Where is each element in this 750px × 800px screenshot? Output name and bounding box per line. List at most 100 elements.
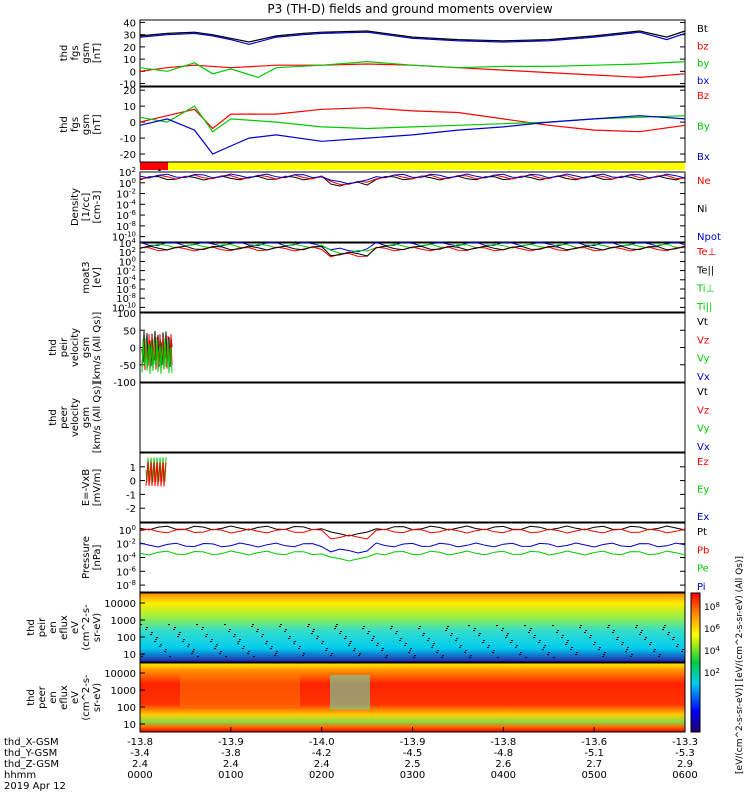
legend-Npot: Npot [697,232,721,243]
ylabel-line: (cm^2-s- [81,674,92,721]
ytick-label: 10 [123,102,136,113]
speckle [334,628,336,630]
legend-Ti||: Ti|| [696,302,712,313]
speckle [483,640,485,642]
speckle [460,645,462,647]
speckle [349,643,351,645]
speckle [160,644,162,646]
speckle [409,650,411,652]
xtick-label: -5.1 [584,748,604,759]
speckle [220,651,222,653]
ylabel-line: peer [37,685,48,709]
speckle [548,652,550,654]
ytick-label: 1 [130,463,136,474]
speckle [390,628,392,630]
ytick-label: 10 [123,720,136,731]
speckle [579,627,581,629]
speckle [641,630,643,632]
speckle [408,652,410,654]
speckle [482,642,484,644]
speckle [299,646,301,648]
figure-title: P3 (TH-D) fields and ground moments over… [267,2,552,16]
ytick-label: 0 [130,67,136,78]
speckle [322,641,324,643]
speckle [621,644,623,646]
trace [139,542,686,554]
speckle [242,648,244,650]
mode-bar [140,162,685,170]
speckle [456,638,458,640]
speckle [567,640,569,642]
xtick-label: -4.8 [494,748,514,759]
ytick-label: 10-8 [116,579,136,592]
speckle [335,626,337,628]
speckle [493,650,495,652]
speckle [640,632,642,634]
xtick-label: -13.9 [218,737,244,748]
speckle [182,641,184,643]
xtick-label: 2.4 [132,759,148,770]
speckle [174,627,176,629]
speckle [552,625,554,627]
series-bz [139,63,686,79]
ytick-label: 10 [123,55,136,66]
ytick-label: 100 [119,177,136,190]
speckle [473,630,475,632]
speckle [197,656,199,658]
ylabel-line: gsm [81,42,92,63]
speckle [589,637,591,639]
speckle [247,653,249,655]
xtick-label: -13.3 [672,737,698,748]
speckle [673,637,675,639]
legend-Ey: Ey [697,485,709,496]
speckle [359,653,361,655]
speckle [303,653,305,655]
speckle [413,657,415,659]
speckle [585,630,587,632]
speckle [177,636,179,638]
speckle [616,639,618,641]
colorbar-tick: 106 [704,623,720,635]
speckle [252,624,254,626]
speckle [376,645,378,647]
ylabel-line: gsm [81,337,92,358]
xtick-label: 0600 [672,770,697,781]
speckle [470,655,472,657]
ytick-label: -1 [126,490,136,501]
speckle [547,654,549,656]
ytick-label: -100 [113,378,136,389]
ylabel-line: [cm-3] [92,190,103,223]
xtick-label: 2.7 [586,759,602,770]
speckle [530,628,532,630]
speckle [362,628,364,630]
legend-Vt: Vt [697,387,708,398]
speckle [617,637,619,639]
speckle [391,626,393,628]
speckle [478,635,480,637]
ytick-label: 50 [123,326,136,337]
panel-frame [139,592,686,663]
ytick-label: 0 [130,477,136,488]
panel-peir_en_eflux: thd peir en eflux eV (cm^2-s-sr-eV)10000 1000 1… [26,592,686,663]
series-Bx [139,115,686,155]
ylabel-line: [nPa] [92,544,103,570]
speckle [146,627,148,629]
speckle [276,651,278,653]
xaxis-row-label: hhmm [4,770,36,781]
ytick-label: 100 [117,309,136,320]
speckle [418,628,420,630]
speckle [672,639,674,641]
speckle [654,649,656,651]
xtick-label: 0200 [309,770,334,781]
speckle [173,629,175,631]
speckle [576,652,578,654]
legend-bx: bx [697,76,709,87]
speckle [216,644,218,646]
speckle [445,630,447,632]
speckle [625,651,627,653]
spectrogram [140,663,685,732]
speckle [432,645,434,647]
ylabel-line: thd [48,409,59,426]
speckle [631,654,633,656]
xtick-label: 0300 [400,770,425,781]
